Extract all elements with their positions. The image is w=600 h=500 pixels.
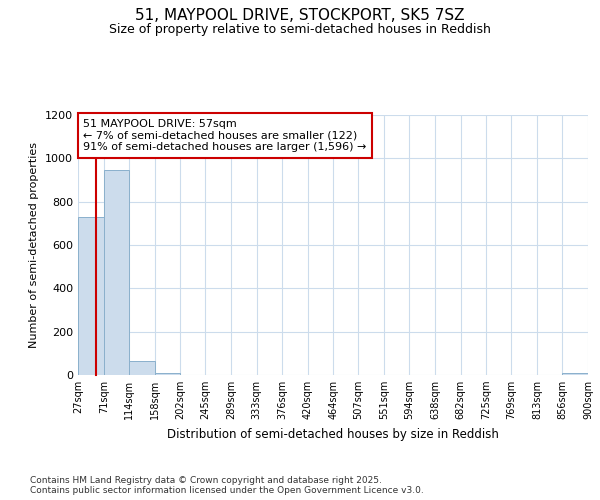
- Text: Size of property relative to semi-detached houses in Reddish: Size of property relative to semi-detach…: [109, 22, 491, 36]
- Bar: [104, 170, 129, 375]
- Bar: [78, 217, 104, 375]
- X-axis label: Distribution of semi-detached houses by size in Reddish: Distribution of semi-detached houses by …: [167, 428, 499, 440]
- Text: Contains HM Land Registry data © Crown copyright and database right 2025.
Contai: Contains HM Land Registry data © Crown c…: [30, 476, 424, 495]
- Text: 51, MAYPOOL DRIVE, STOCKPORT, SK5 7SZ: 51, MAYPOOL DRIVE, STOCKPORT, SK5 7SZ: [135, 8, 465, 22]
- Y-axis label: Number of semi-detached properties: Number of semi-detached properties: [29, 142, 40, 348]
- Text: 51 MAYPOOL DRIVE: 57sqm
← 7% of semi-detached houses are smaller (122)
91% of se: 51 MAYPOOL DRIVE: 57sqm ← 7% of semi-det…: [83, 119, 367, 152]
- Bar: [562, 374, 588, 375]
- Bar: [129, 361, 155, 375]
- Bar: [155, 373, 180, 375]
